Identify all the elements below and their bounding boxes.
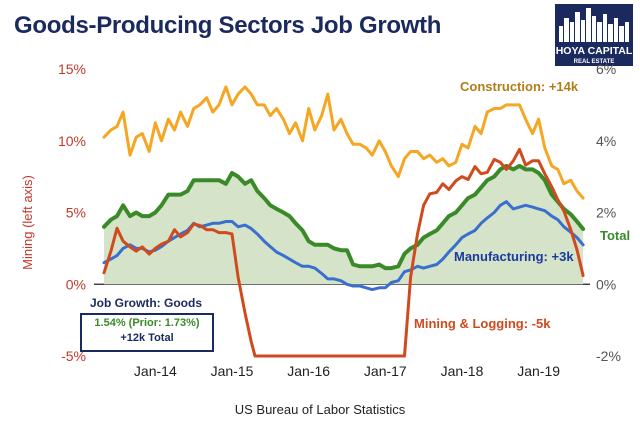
source-note: US Bureau of Labor Statistics (234, 402, 406, 417)
job-growth-label: Job Growth: Goods (90, 296, 202, 310)
manufacturing-annotation: Manufacturing: +3k (454, 249, 574, 264)
left-axis-tick: 5% (66, 205, 86, 221)
total-area (103, 165, 584, 285)
chart-title: Goods-Producing Sectors Job Growth (14, 12, 442, 39)
hoya-capital-logo: HOYA CAPITAL REAL ESTATE (555, 4, 633, 66)
x-axis-tick: Jan-17 (364, 363, 407, 379)
left-axis-tick: -5% (61, 348, 86, 364)
job-growth-total: +12k Total (120, 332, 174, 344)
logo-text-sub: REAL ESTATE (574, 59, 615, 65)
x-axis-tick: Jan-16 (287, 363, 330, 379)
x-axis-tick: Jan-15 (211, 363, 254, 379)
right-axis-tick: 0% (596, 276, 616, 292)
job-growth-rate: 1.54% (Prior: 1.73%) (94, 317, 200, 329)
right-axis-tick: 2% (596, 205, 616, 221)
right-axis-tick: -2% (596, 348, 621, 364)
total-annotation: Total (600, 228, 630, 243)
x-axis-tick: Jan-14 (134, 363, 177, 379)
mining-annotation: Mining & Logging: -5k (414, 316, 551, 331)
total-area-fill (103, 165, 584, 285)
series-lines (102, 85, 586, 358)
left-axis-tick: 0% (66, 276, 86, 292)
series-line-mining-logging (102, 147, 585, 358)
series-line-construction (102, 85, 585, 200)
construction-annotation: Construction: +14k (460, 79, 579, 94)
chart-axes: -5% 0% 5% 10% 15% -2% 0% 2% 4% 6% Mining (left axi… (20, 61, 621, 379)
right-axis-tick: 4% (596, 133, 616, 149)
left-axis-tick: 10% (58, 133, 86, 149)
right-axis-tick: 6% (596, 61, 616, 77)
left-axis-tick: 15% (58, 61, 86, 77)
logo-text-main: HOYA CAPITAL (556, 45, 633, 57)
left-axis-label: Mining (left axis) (20, 175, 35, 270)
series-line-manufacturing (102, 200, 585, 292)
job-growth-box: 1.54% (Prior: 1.73%) +12k Total (80, 313, 214, 352)
chart-annotations: Construction: +14k Total Manufacturing: +3… (414, 79, 630, 331)
x-axis-tick: Jan-19 (517, 363, 560, 379)
x-axis-tick: Jan-18 (441, 363, 484, 379)
